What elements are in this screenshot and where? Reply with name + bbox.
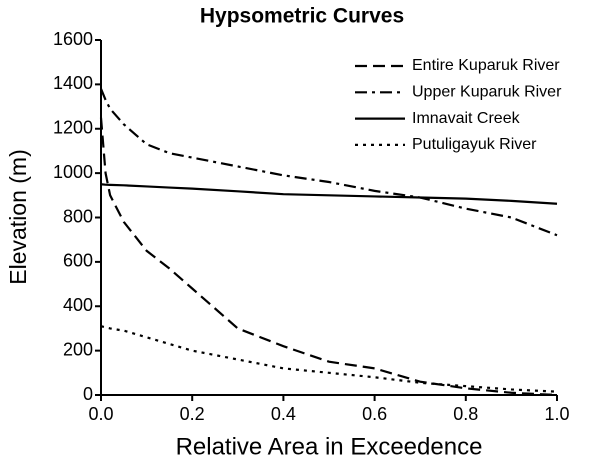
legend-label: Putuligayuk River <box>412 136 537 153</box>
series-line <box>100 183 558 205</box>
legend-label: Upper Kuparuk River <box>412 84 562 101</box>
x-tick-label: 1.0 <box>544 404 569 424</box>
x-tick-label: 0.6 <box>362 404 387 424</box>
x-tick-label: 0.8 <box>453 404 478 424</box>
y-tick-label: 1200 <box>53 118 93 138</box>
y-tick-label: 1400 <box>53 73 93 93</box>
series-line <box>100 325 558 393</box>
series-line <box>99 117 558 397</box>
chart-title: Hypsometric Curves <box>200 5 404 28</box>
x-tick-label: 0.0 <box>88 404 113 424</box>
y-tick-label: 600 <box>63 251 93 271</box>
y-tick-label: 1000 <box>53 162 93 182</box>
y-tick-label: 800 <box>63 206 93 226</box>
series-line <box>99 88 558 237</box>
x-axis-label: Relative Area in Exceedence <box>176 433 483 460</box>
legend-label: Imnavait Creek <box>412 110 521 127</box>
y-tick-label: 400 <box>63 295 93 315</box>
legend-label: Entire Kuparuk River <box>412 57 560 74</box>
y-tick-label: 200 <box>63 339 93 359</box>
x-tick-label: 0.2 <box>180 404 205 424</box>
y-tick-label: 0 <box>83 384 93 404</box>
y-tick-label: 1600 <box>53 29 93 49</box>
x-tick-label: 0.4 <box>271 404 296 424</box>
y-axis-label: Elevation (m) <box>5 149 31 284</box>
